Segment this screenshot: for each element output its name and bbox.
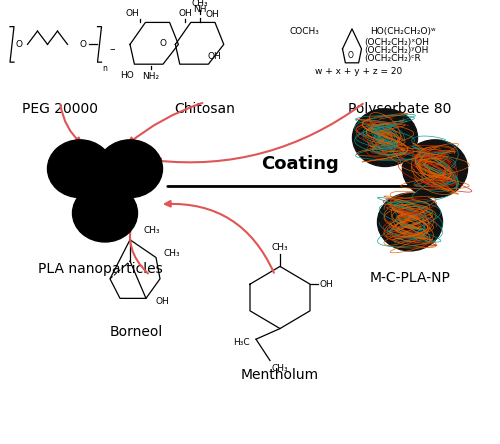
Text: Polysorbate 80: Polysorbate 80 — [348, 102, 452, 116]
Text: H₃C: H₃C — [234, 338, 250, 347]
Text: OH: OH — [320, 280, 334, 289]
Text: CH₃: CH₃ — [272, 364, 288, 373]
Text: H₃C: H₃C — [94, 232, 110, 241]
Text: n: n — [102, 64, 108, 73]
Text: CH₃: CH₃ — [192, 0, 208, 8]
Text: (OCH₂CH₂)ᶜR: (OCH₂CH₂)ᶜR — [364, 54, 421, 63]
Circle shape — [72, 184, 138, 242]
Circle shape — [402, 140, 468, 198]
Text: CH₃: CH₃ — [164, 250, 180, 258]
Text: CH₃: CH₃ — [272, 243, 288, 252]
Circle shape — [48, 140, 112, 198]
Text: COCH₃: COCH₃ — [290, 27, 320, 36]
Text: O: O — [159, 39, 166, 48]
Text: (OCH₂CH₂)ˣOH: (OCH₂CH₂)ˣOH — [364, 38, 429, 48]
Text: HO: HO — [120, 71, 134, 80]
Text: HO(CH₂CH₂O)ʷ: HO(CH₂CH₂O)ʷ — [370, 27, 436, 36]
Text: O: O — [348, 52, 354, 60]
Circle shape — [98, 140, 162, 198]
Text: M-C-PLA-NP: M-C-PLA-NP — [370, 271, 450, 285]
Text: OH: OH — [206, 10, 220, 19]
Text: OH: OH — [126, 8, 140, 18]
Text: Mentholum: Mentholum — [241, 368, 319, 382]
Circle shape — [378, 193, 442, 251]
Text: PEG 20000: PEG 20000 — [22, 102, 98, 116]
Text: NH₂: NH₂ — [142, 72, 159, 82]
Text: Borneol: Borneol — [110, 325, 162, 339]
Text: –: – — [109, 44, 114, 54]
Text: CH₃: CH₃ — [144, 226, 160, 235]
Text: Coating: Coating — [261, 155, 339, 173]
Text: PLA nanoparticles: PLA nanoparticles — [38, 262, 162, 276]
Text: Chitosan: Chitosan — [174, 102, 236, 116]
Circle shape — [352, 109, 418, 166]
Text: OH: OH — [156, 297, 170, 306]
Text: (OCH₂CH₂)ʸOH: (OCH₂CH₂)ʸOH — [364, 46, 428, 56]
Text: NH: NH — [194, 5, 207, 14]
Text: OH: OH — [207, 52, 221, 61]
Text: w + x + y + z = 20: w + x + y + z = 20 — [315, 67, 402, 75]
Text: O: O — [80, 40, 87, 49]
Text: O: O — [16, 40, 23, 49]
Text: OH: OH — [178, 8, 192, 18]
